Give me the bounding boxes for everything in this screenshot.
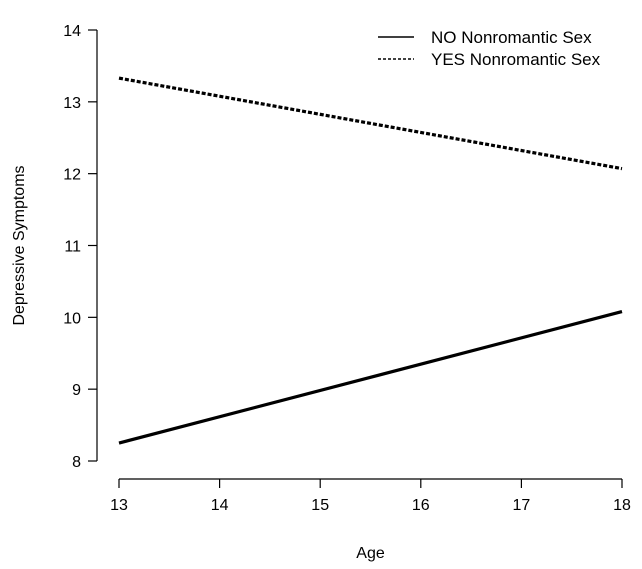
series-line-no	[118, 310, 623, 445]
y-tick-label: 8	[72, 454, 81, 471]
x-tick-label: 17	[513, 497, 531, 514]
axes: 8 9 10 11 12 13 14 13 14 15 16 17 18	[63, 23, 631, 514]
y-tick-label: 10	[63, 310, 81, 327]
x-axis-title: Age	[356, 545, 385, 562]
y-tick-label: 13	[63, 95, 81, 112]
series-lines	[118, 76, 623, 445]
legend-label: NO Nonromantic Sex	[431, 28, 592, 47]
x-tick-label: 16	[412, 497, 430, 514]
legend-label: YES Nonromantic Sex	[431, 50, 601, 69]
y-tick-label: 9	[72, 382, 81, 399]
x-tick-label: 15	[311, 497, 329, 514]
y-tick-label: 14	[63, 23, 81, 40]
x-tick-label: 13	[110, 497, 128, 514]
x-tick-label: 14	[211, 497, 229, 514]
y-tick-label: 11	[64, 239, 81, 256]
y-axis-title: Depressive Symptoms	[11, 165, 28, 325]
x-tick-label: 18	[613, 497, 631, 514]
y-tick-label: 12	[63, 167, 81, 184]
series-line-yes	[118, 76, 623, 171]
legend: NO Nonromantic Sex YES Nonromantic Sex	[378, 28, 601, 69]
